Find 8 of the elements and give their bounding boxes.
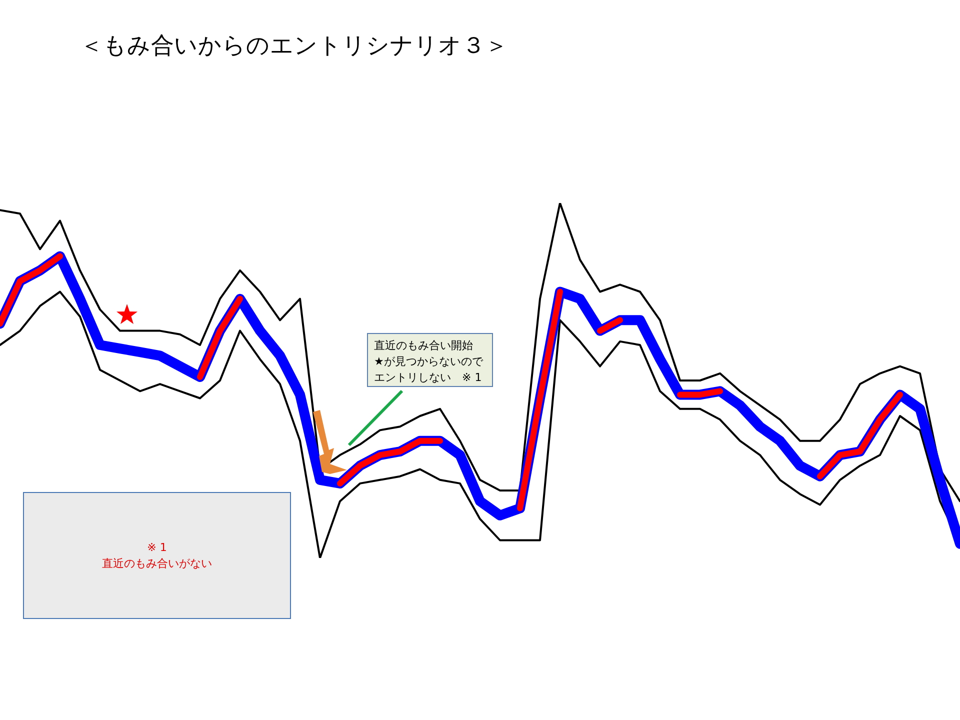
- annotation: 直近のもみ合いがない: [102, 556, 212, 572]
- annotation: エントリしない ※ 1: [374, 370, 483, 386]
- annotation: ※ 1: [146, 540, 168, 556]
- note-box: ※ 1 直近のもみ合いがない: [23, 492, 291, 619]
- chart-title: ＜もみ合いからのエントリシナリオ３＞: [80, 32, 508, 61]
- annotation: ★が見つからないので: [374, 354, 484, 370]
- note-box: 直近のもみ合い開始 ★が見つからないので エントリしない ※ 1: [367, 333, 493, 387]
- annotation: 直近のもみ合い開始: [374, 338, 474, 354]
